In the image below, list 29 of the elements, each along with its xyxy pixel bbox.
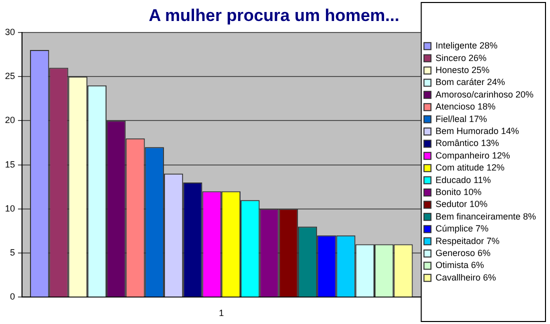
legend-label: Fiel/leal 17% bbox=[435, 114, 487, 124]
legend-label: Otimista 6% bbox=[435, 260, 484, 270]
y-tick-label: 0 bbox=[10, 292, 16, 302]
y-tick-label: 25 bbox=[4, 71, 16, 82]
legend-label: Sincero 26% bbox=[435, 52, 486, 63]
legend-label: Honesto 25% bbox=[435, 64, 490, 75]
y-tick-label: 15 bbox=[4, 159, 16, 170]
y-tick-label: 30 bbox=[4, 26, 16, 37]
chart-title: A mulher procura um homem... bbox=[148, 6, 400, 25]
legend-label: Romântico 13% bbox=[435, 138, 499, 148]
legend-label: Bem financeiramente 8% bbox=[435, 211, 536, 222]
legend-label: Companheiro 12% bbox=[435, 150, 510, 160]
legend-label: Cúmplice 7% bbox=[435, 224, 488, 234]
legend-label: Bonito 10% bbox=[435, 186, 482, 197]
legend-label: Educado 11% bbox=[435, 174, 491, 185]
y-tick-label: 20 bbox=[4, 115, 16, 126]
legend-label: Generoso 6% bbox=[435, 248, 490, 258]
legend-label: Com atitude 12% bbox=[435, 162, 504, 173]
x-tick-label: 1 bbox=[218, 308, 224, 318]
legend-label: Atencioso 18% bbox=[435, 102, 496, 112]
legend-label: Inteligente 28% bbox=[435, 40, 498, 51]
legend-label: Sedutor 10% bbox=[435, 199, 488, 210]
legend-label: Respeitador 7% bbox=[435, 236, 500, 246]
y-tick-label: 5 bbox=[10, 248, 16, 258]
legend-label: Bom caráter 24% bbox=[435, 77, 505, 88]
legend-label: Amoroso/carinhoso 20% bbox=[435, 89, 534, 100]
legend-label: Cavallheiro 6% bbox=[435, 272, 496, 282]
y-tick-label: 10 bbox=[4, 203, 16, 214]
legend-label: Bem Humorado 14% bbox=[435, 126, 519, 136]
